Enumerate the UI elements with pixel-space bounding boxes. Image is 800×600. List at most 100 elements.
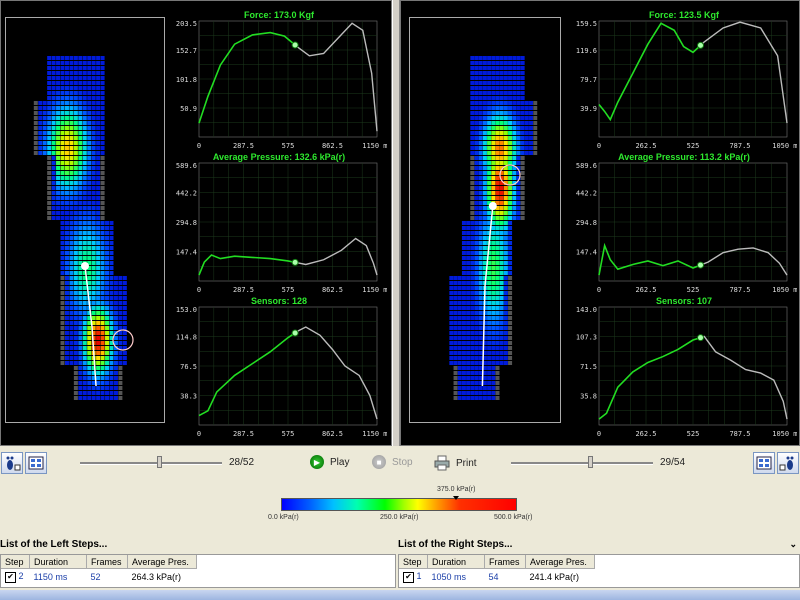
right-pressure-ytick-label: 589.6 — [576, 162, 597, 170]
left-sensors-xtick-label: 287.5 — [233, 430, 254, 438]
step-avg-pressure: 241.4 kPa(r) — [529, 572, 580, 582]
left-force-ytick-label: 152.7 — [176, 47, 197, 55]
right-pressure-trace-remaining — [700, 247, 788, 276]
left-pressure-xtick-label: 575 — [282, 286, 295, 294]
left-force-trace-active — [198, 31, 296, 124]
left-pressure-ytick-label: 294.8 — [176, 219, 197, 227]
left-frame-slider[interactable] — [80, 462, 222, 465]
foot-view-icon — [6, 456, 21, 471]
print-label: Print — [456, 457, 477, 469]
left-foot-panel: Force: 173.0 Kgf 203.5 152.7 101.8 50.9 0 287… — [0, 0, 392, 446]
right-sensors-xtick-label: 262.5 — [635, 430, 656, 438]
right-force-ytick-label: 79.7 — [580, 76, 597, 84]
left-steps-table: Step Duration Frames Average Pres. ✔ 2 1… — [0, 554, 396, 588]
left-force-xtick-label: 575 — [282, 142, 295, 150]
right-force-xtick-label: 0 — [597, 142, 601, 150]
legend-max: 500.0 kPa(r) — [494, 514, 533, 521]
left-pressure-cursor-marker[interactable] — [291, 258, 299, 266]
right-steps-title: List of the Right Steps... — [398, 539, 513, 550]
foot-view-icon — [779, 456, 794, 471]
left-pressure-trace-remaining — [294, 237, 378, 276]
right-sensors-trace-remaining — [700, 335, 788, 420]
right-force-ytick-label: 159.5 — [576, 20, 597, 28]
step-number: 2 — [18, 571, 24, 581]
left-foot-pressure-map — [5, 17, 165, 423]
print-button[interactable]: Print — [434, 455, 477, 471]
right-foot-view-button[interactable] — [777, 452, 799, 474]
left-sensors-cursor-marker[interactable] — [291, 329, 299, 337]
right-sensors-ytick-label: 107.3 — [576, 334, 597, 342]
column-header[interactable]: Average Pres. — [525, 555, 595, 569]
pressure-color-scale — [281, 498, 517, 511]
pressure-cells — [33, 56, 127, 400]
right-sensors-xtick-label: 525 — [687, 430, 700, 438]
right-pressure-xtick-label: 525 — [687, 286, 700, 294]
column-header[interactable]: Step — [399, 555, 428, 569]
legend-marker-icon — [453, 496, 459, 500]
pressure-legend: 375.0 kPa(r) 0.0 kPa(r) 250.0 kPa(r) 500… — [0, 484, 800, 538]
column-header[interactable]: Step — [1, 555, 30, 569]
left-pressure-xtick-label: 287.5 — [233, 286, 254, 294]
table-row[interactable]: ✔ 2 1150 ms 52 264.3 kPa(r) — [1, 569, 197, 586]
right-steps-table: Step Duration Frames Average Pres. ✔ 1 1… — [398, 554, 800, 588]
right-frame-slider-thumb[interactable] — [587, 456, 593, 468]
right-sensors-xtick-label: 1050 ms — [772, 430, 797, 438]
left-force-cursor-marker[interactable] — [291, 41, 299, 49]
left-foot-view-button[interactable] — [1, 452, 23, 474]
left-pressure-title: Average Pressure: 132.6 kPa(r) — [212, 152, 346, 162]
right-force-ytick-label: 39.9 — [580, 105, 597, 113]
step-checkbox[interactable]: ✔ — [5, 572, 16, 583]
right-sensors-ytick-label: 35.8 — [580, 393, 597, 401]
left-frame-slider-thumb[interactable] — [156, 456, 162, 468]
step-checkbox[interactable]: ✔ — [403, 572, 414, 583]
column-header[interactable]: Average Pres. — [127, 555, 197, 569]
left-sensors-ytick-label: 114.8 — [176, 334, 197, 342]
right-force-cursor-marker[interactable] — [697, 41, 705, 49]
grid-view-icon — [28, 456, 44, 470]
left-sensors-xtick-label: 0 — [197, 430, 201, 438]
table-row[interactable]: ✔ 1 1050 ms 54 241.4 kPa(r) — [399, 569, 595, 586]
step-frames: 54 — [488, 572, 499, 582]
right-pressure-xtick-label: 787.5 — [729, 286, 750, 294]
left-foot-heatmap — [33, 56, 134, 400]
right-foot-panel: Force: 123.5 Kgf 159.5 119.6 79.7 39.9 0 262.… — [400, 0, 800, 446]
right-foot-heatmap — [449, 56, 538, 400]
panel-splitter[interactable] — [392, 0, 400, 446]
right-pressure-cursor-marker[interactable] — [697, 261, 705, 269]
left-grid-view-button[interactable] — [25, 452, 47, 474]
step-duration: 1050 ms — [431, 572, 467, 582]
left-force-ytick-label: 50.9 — [180, 105, 197, 113]
stop-button[interactable]: ■ Stop — [372, 455, 413, 469]
right-steps-header: List of the Right Steps... ⌄ — [398, 539, 800, 553]
right-sensors-cursor-marker[interactable] — [697, 334, 705, 342]
column-header[interactable]: Frames — [86, 555, 128, 569]
playback-toolbar: 28/52 ▶ Play ■ Stop Print 29/54 — [0, 446, 800, 484]
play-button[interactable]: ▶ Play — [310, 455, 349, 469]
chevron-down-icon[interactable]: ⌄ — [789, 539, 797, 549]
step-frames: 52 — [90, 572, 101, 582]
right-pressure-chart: Average Pressure: 113.2 kPa(r) 589.6 442.… — [571, 152, 797, 297]
status-strip — [0, 590, 800, 600]
legend-current-value: 375.0 kPa(r) — [437, 486, 476, 493]
column-header[interactable]: Duration — [29, 555, 87, 569]
left-steps-header: List of the Left Steps... — [0, 539, 396, 553]
left-pressure-ytick-label: 589.6 — [176, 162, 197, 170]
step-avg-pressure: 264.3 kPa(r) — [131, 572, 182, 582]
right-sensors-xtick-label: 787.5 — [729, 430, 750, 438]
left-pressure-chart: Average Pressure: 132.6 kPa(r) 589.6 442.… — [171, 152, 387, 297]
cop-current-marker — [81, 262, 89, 270]
right-foot-pressure-map — [409, 17, 561, 423]
column-header[interactable]: Frames — [484, 555, 526, 569]
right-force-title: Force: 123.5 Kgf — [648, 10, 720, 20]
left-pressure-xtick-label: 1150 ms — [362, 286, 387, 294]
left-force-title: Force: 173.0 Kgf — [243, 10, 315, 20]
right-sensors-ytick-label: 71.5 — [580, 363, 597, 371]
right-grid-view-button[interactable] — [753, 452, 775, 474]
right-frame-slider[interactable] — [511, 462, 653, 465]
left-force-xtick-label: 287.5 — [233, 142, 254, 150]
left-sensors-trace-remaining — [294, 326, 378, 420]
right-force-xtick-label: 262.5 — [635, 142, 656, 150]
right-pressure-ytick-label: 442.2 — [576, 190, 597, 198]
right-force-trace-remaining — [700, 21, 788, 124]
column-header[interactable]: Duration — [427, 555, 485, 569]
